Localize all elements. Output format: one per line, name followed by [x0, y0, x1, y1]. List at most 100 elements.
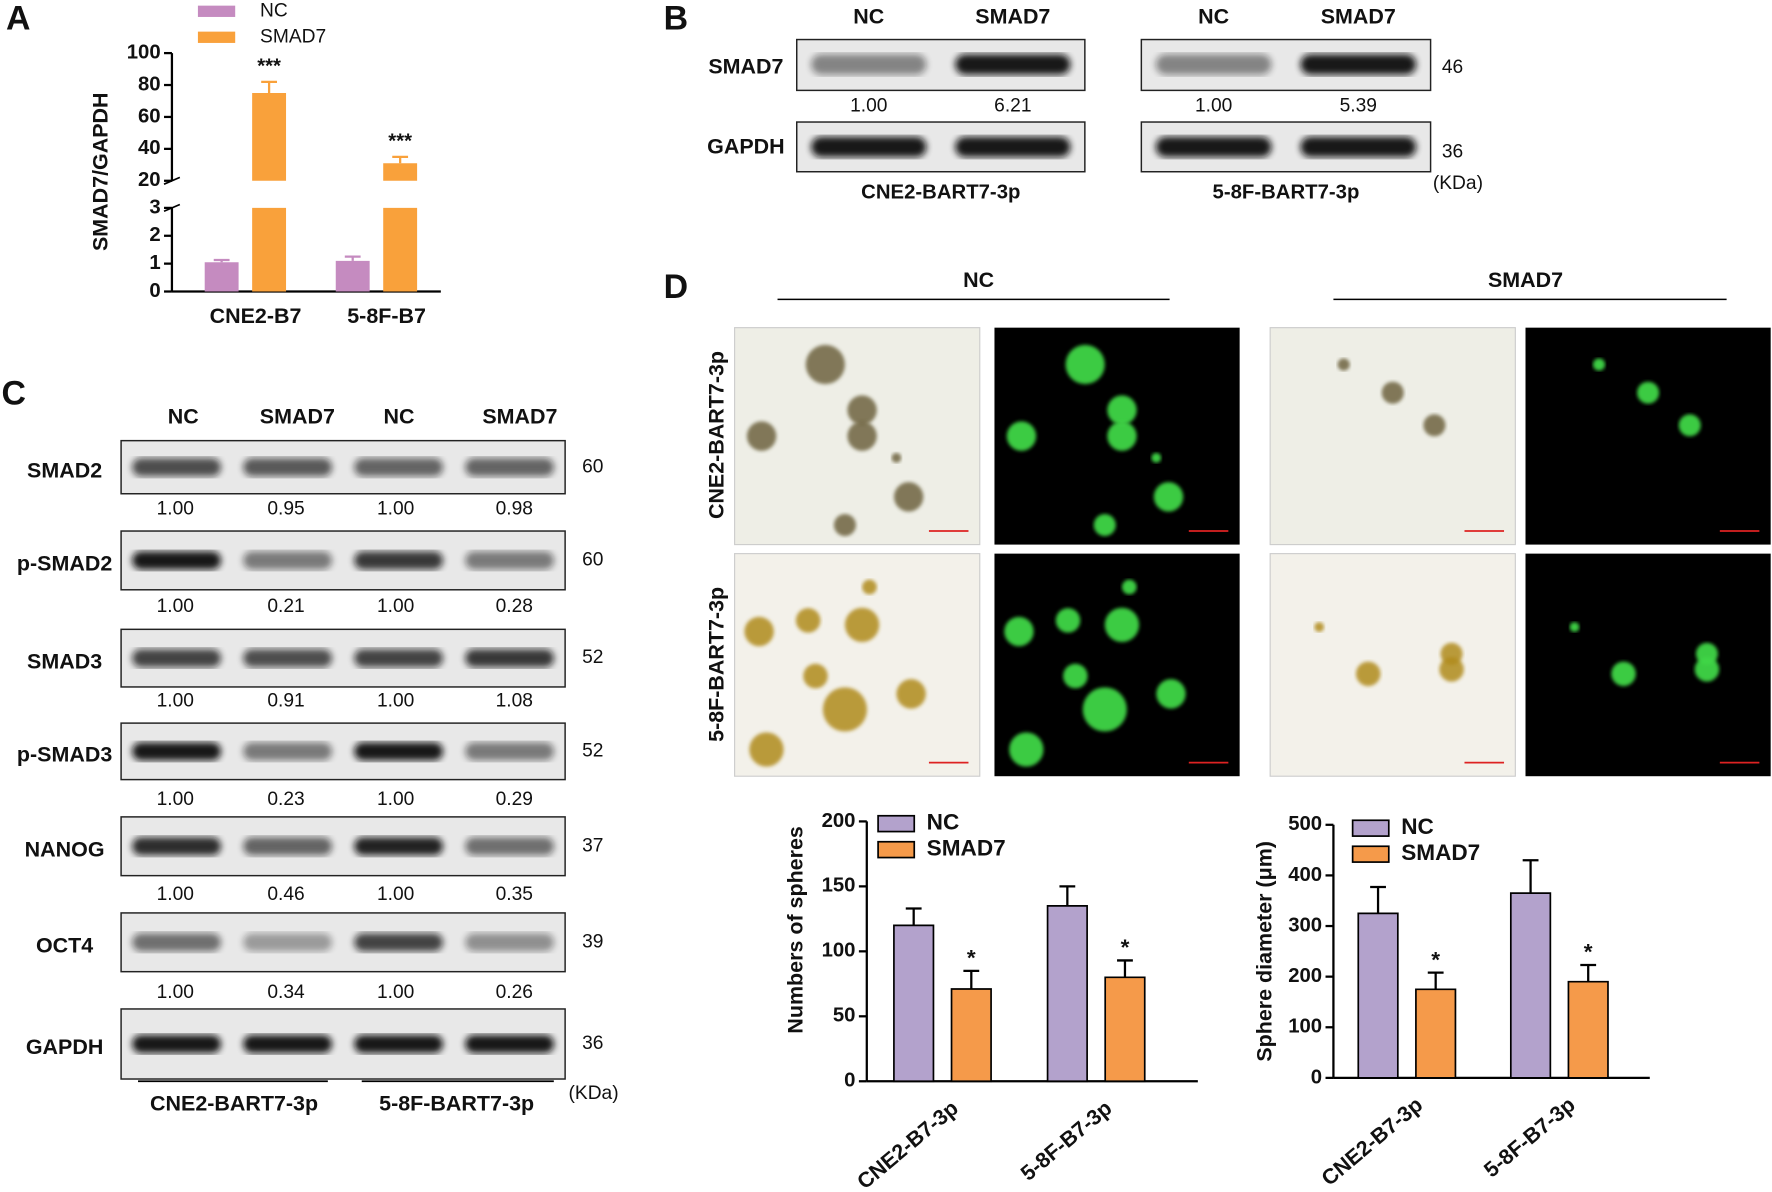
- y-tick-label: 0: [149, 280, 160, 302]
- error-bar: [905, 907, 922, 926]
- quantification: 6.21: [994, 95, 1031, 116]
- sphere: [833, 514, 856, 537]
- quantification: 1.00: [157, 789, 194, 810]
- micrograph-bg: [1269, 327, 1516, 546]
- sphere: [1107, 395, 1137, 425]
- band: [132, 458, 221, 477]
- legend-label: SMAD7: [260, 26, 326, 47]
- band: [132, 837, 221, 856]
- band: [354, 551, 444, 570]
- legend-swatch: [197, 31, 236, 43]
- sphere: [847, 395, 877, 425]
- kda-unit: (KDa): [1433, 173, 1483, 194]
- band: [132, 742, 221, 761]
- sphere: [803, 663, 828, 689]
- error-bar: [1059, 885, 1076, 906]
- band: [955, 136, 1071, 158]
- legend-swatch: [197, 5, 236, 17]
- quantification: 0.28: [496, 596, 533, 617]
- sphere: [1082, 687, 1127, 732]
- sphere: [1153, 482, 1184, 512]
- band: [465, 837, 555, 856]
- micrograph-bg: [1525, 553, 1771, 777]
- band: [354, 837, 444, 856]
- bar: [1357, 912, 1399, 1079]
- legend-label: SMAD7: [927, 836, 1006, 861]
- kda: 36: [1442, 142, 1463, 163]
- sphere: [1337, 358, 1350, 371]
- micrograph: [1269, 553, 1516, 777]
- band: [354, 649, 444, 668]
- sphere: [1694, 657, 1720, 682]
- kda: 37: [582, 835, 603, 856]
- quantification: 0.91: [267, 691, 304, 712]
- kda: 36: [582, 1033, 603, 1054]
- y-tick-label: 80: [138, 73, 161, 95]
- y-tick-label: 100: [822, 940, 856, 962]
- band: [132, 933, 221, 952]
- bar: [383, 163, 418, 292]
- quantification: 0.23: [267, 789, 304, 810]
- error-bar: [1370, 885, 1386, 914]
- kda-unit: (KDa): [569, 1083, 619, 1104]
- micrograph: [734, 553, 981, 777]
- kda: 52: [582, 647, 603, 668]
- sphere: [1423, 414, 1446, 437]
- kda: 60: [582, 456, 603, 477]
- band: [465, 551, 555, 570]
- group-label: 5-8F-BART7-3p: [379, 1092, 534, 1116]
- band: [811, 136, 927, 158]
- y-tick-label: 200: [1288, 965, 1322, 987]
- bar: [1509, 892, 1552, 1079]
- x-tick-label: CNE2-B7-3p: [1317, 1093, 1427, 1191]
- quantification: 1.00: [377, 596, 414, 617]
- bar: [1046, 905, 1088, 1083]
- column-header: NC: [384, 405, 415, 429]
- sphere: [1104, 607, 1140, 643]
- quantification: 0.95: [267, 499, 304, 520]
- band: [955, 54, 1071, 75]
- row-label: p-SMAD3: [17, 743, 112, 767]
- band: [811, 54, 927, 75]
- sphere: [1695, 642, 1718, 665]
- sphere: [1055, 608, 1081, 633]
- quantification: 1.00: [157, 499, 194, 520]
- panel-label: C: [2, 374, 26, 412]
- y-tick-label: 0: [1311, 1066, 1322, 1088]
- band: [354, 933, 444, 952]
- quantification: 5.39: [1340, 95, 1377, 116]
- x-tick-label: CNE2-B7-3p: [853, 1096, 963, 1192]
- sphere: [1093, 514, 1116, 537]
- significance: ***: [388, 131, 412, 153]
- y-axis-label: Sphere diameter (μm): [1252, 841, 1276, 1062]
- kda: 39: [582, 931, 603, 952]
- group-header: NC: [963, 268, 994, 292]
- quantification: 0.34: [267, 982, 305, 1003]
- column-header: NC: [853, 5, 884, 29]
- band: [354, 742, 444, 761]
- row-label: OCT4: [36, 933, 93, 957]
- error-bar: [1117, 959, 1133, 978]
- y-tick-label: 200: [822, 810, 856, 832]
- column-header: SMAD7: [1321, 5, 1396, 29]
- error-bar: [1580, 963, 1597, 982]
- band: [465, 1034, 555, 1054]
- column-header: NC: [168, 405, 199, 429]
- sphere: [1355, 661, 1381, 687]
- sphere: [1151, 452, 1162, 463]
- panel-label: D: [664, 268, 688, 306]
- band: [1300, 54, 1417, 75]
- kda: 52: [582, 740, 603, 761]
- quantification: 0.21: [267, 596, 304, 617]
- y-axis-label: Numbers of spheres: [783, 826, 807, 1034]
- band: [354, 1034, 444, 1054]
- sphere: [1314, 622, 1325, 632]
- row-label: SMAD3: [27, 649, 102, 673]
- x-tick-label: 5-8F-B7-3p: [1479, 1093, 1579, 1183]
- sphere: [862, 579, 877, 595]
- sphere: [844, 607, 880, 643]
- error-bar: [392, 155, 409, 164]
- sphere: [795, 608, 821, 633]
